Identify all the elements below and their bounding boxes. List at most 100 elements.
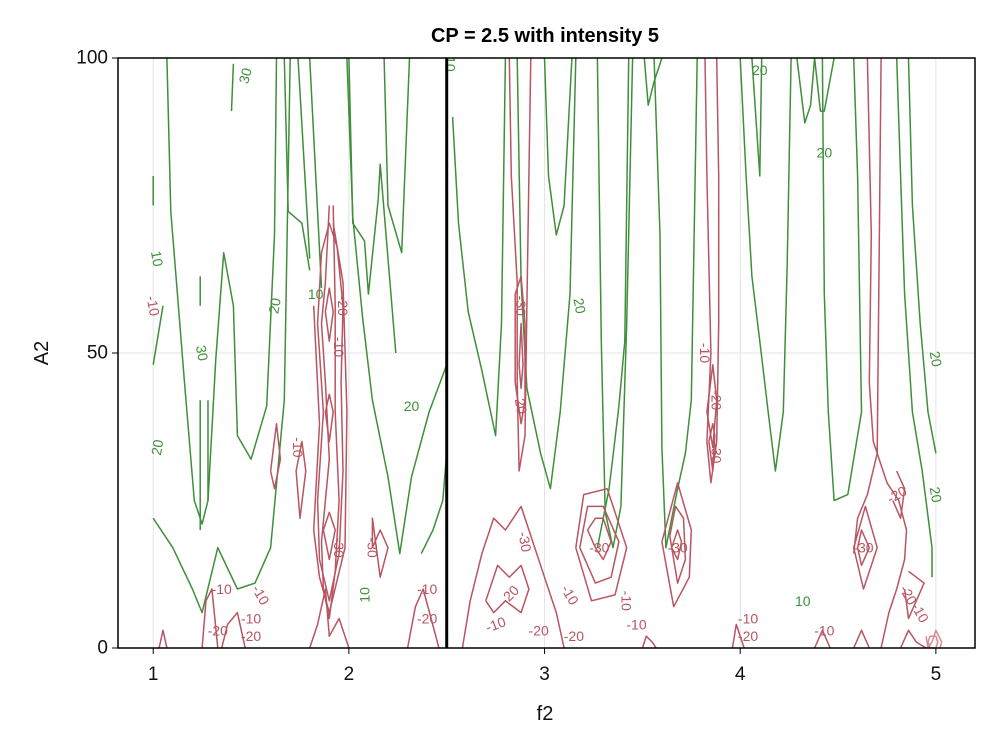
contour-line-positive bbox=[895, 57, 933, 578]
contour-label: -20 bbox=[564, 628, 584, 644]
contour-line-positive bbox=[643, 57, 663, 106]
contour-line-negative bbox=[508, 57, 532, 472]
contour-line-negative bbox=[731, 623, 745, 649]
contour-label: -10 bbox=[331, 337, 347, 357]
contour-line-negative bbox=[406, 588, 440, 649]
contour-line-positive bbox=[751, 57, 763, 177]
contour-line-positive bbox=[653, 57, 698, 549]
x-axis-ticks: 1 2 3 4 5 bbox=[148, 648, 941, 685]
contour-label: -10 bbox=[417, 581, 437, 597]
contour-line-positive bbox=[821, 57, 863, 502]
x-tick-label: 2 bbox=[344, 664, 355, 685]
contour-label: 20 bbox=[265, 297, 283, 315]
contour-label: -10 bbox=[212, 581, 232, 597]
contour-line-positive bbox=[907, 57, 937, 454]
contour-line-negative bbox=[661, 482, 693, 608]
contour-line-positive bbox=[297, 57, 311, 259]
contour-line-negative bbox=[461, 505, 565, 649]
contour-line-negative bbox=[670, 529, 683, 561]
contour-label: 20 bbox=[148, 438, 166, 456]
contour-line-negative bbox=[856, 529, 871, 567]
contour-line-positive bbox=[346, 57, 448, 555]
contour-label: -10 bbox=[814, 622, 834, 638]
contour-label: -10 bbox=[626, 616, 646, 632]
x-tick-label: 4 bbox=[735, 664, 746, 685]
contour-label: 20 bbox=[927, 486, 945, 504]
contour-line-negative bbox=[220, 611, 246, 649]
contour-label: -30 bbox=[709, 443, 725, 463]
contour-line-positive bbox=[166, 57, 278, 525]
contour-line-negative bbox=[708, 423, 716, 472]
contour-line-positive bbox=[283, 57, 311, 271]
y-axis-label: A2 bbox=[31, 341, 53, 365]
contour-label: -10 bbox=[619, 591, 635, 611]
contour-line-positive bbox=[739, 57, 792, 472]
contour-line-negative bbox=[308, 588, 350, 649]
contour-line-negative bbox=[852, 505, 878, 590]
contour-line-negative bbox=[579, 505, 620, 584]
contour-label: 20 bbox=[512, 397, 530, 415]
x-tick-label: 5 bbox=[931, 664, 942, 685]
contour-line-negative bbox=[575, 487, 628, 602]
contour-line-positive bbox=[451, 57, 507, 437]
contour-label: 30 bbox=[235, 66, 255, 85]
contour-label: -20 bbox=[529, 622, 549, 638]
contour-label: -20 bbox=[335, 296, 351, 316]
contour-line-negative bbox=[158, 629, 168, 649]
contour-line-positive bbox=[152, 305, 164, 365]
contour-line-negative bbox=[269, 423, 282, 490]
contour-label: 10 bbox=[357, 587, 373, 603]
y-tick-label: 50 bbox=[87, 343, 108, 364]
x-tick-label: 3 bbox=[539, 664, 550, 685]
contour-label: -30 bbox=[515, 530, 534, 553]
contour-label: -10 bbox=[738, 611, 758, 627]
contour-label: -20 bbox=[417, 611, 437, 627]
contour-label: 10 bbox=[308, 286, 324, 302]
contour-line-negative bbox=[903, 570, 925, 620]
y-tick-label: 100 bbox=[76, 48, 108, 69]
contour-line-negative bbox=[866, 57, 908, 649]
contour-label: -30 bbox=[331, 538, 347, 558]
contour-line-positive bbox=[596, 57, 630, 548]
contour-line-negative bbox=[669, 505, 687, 584]
contour-line-negative bbox=[324, 287, 334, 342]
contour-line-positive bbox=[420, 453, 448, 554]
y-axis-ticks: 0 50 100 bbox=[76, 48, 118, 659]
contour-line-negative bbox=[322, 511, 336, 561]
contour-label: 20 bbox=[752, 62, 768, 78]
contour-label: -30 bbox=[853, 540, 873, 556]
contour-label: -10 bbox=[483, 613, 508, 635]
contour-line-positive bbox=[308, 57, 323, 289]
contour-line-negative bbox=[892, 470, 906, 519]
contour-line-positive bbox=[516, 57, 577, 490]
contour-line-positive bbox=[543, 57, 573, 236]
contour-label: -10 bbox=[241, 611, 261, 627]
contour-label: -20 bbox=[241, 628, 261, 644]
contour-line-negative bbox=[324, 393, 334, 443]
contour-label: -20 bbox=[738, 628, 758, 644]
contour-line-negative bbox=[295, 440, 307, 519]
contour-label: -30 bbox=[364, 538, 380, 558]
contour-label: -20 bbox=[208, 622, 228, 638]
contour-label: 20 bbox=[817, 144, 833, 160]
y-tick-label: 0 bbox=[97, 638, 108, 659]
contour-label: -30 bbox=[667, 540, 687, 556]
contour-line-negative bbox=[899, 629, 927, 649]
contour-label: 30 bbox=[193, 344, 211, 362]
contour-label: -20 bbox=[709, 390, 725, 410]
contour-label: -10 bbox=[144, 294, 163, 317]
contour-line-positive bbox=[383, 57, 411, 254]
contour-line-negative bbox=[514, 275, 526, 425]
contour-line-negative bbox=[586, 517, 612, 561]
contour-line-negative bbox=[641, 635, 657, 649]
contour-label: -10 bbox=[290, 437, 306, 457]
contour-line-negative bbox=[813, 629, 831, 649]
x-axis-label: f2 bbox=[537, 703, 554, 725]
contour-label: 10 bbox=[148, 250, 166, 268]
contour-label: 20 bbox=[404, 398, 420, 414]
contour-line-negative bbox=[201, 588, 219, 649]
chart-title: CP = 2.5 with intensity 5 bbox=[431, 25, 659, 47]
